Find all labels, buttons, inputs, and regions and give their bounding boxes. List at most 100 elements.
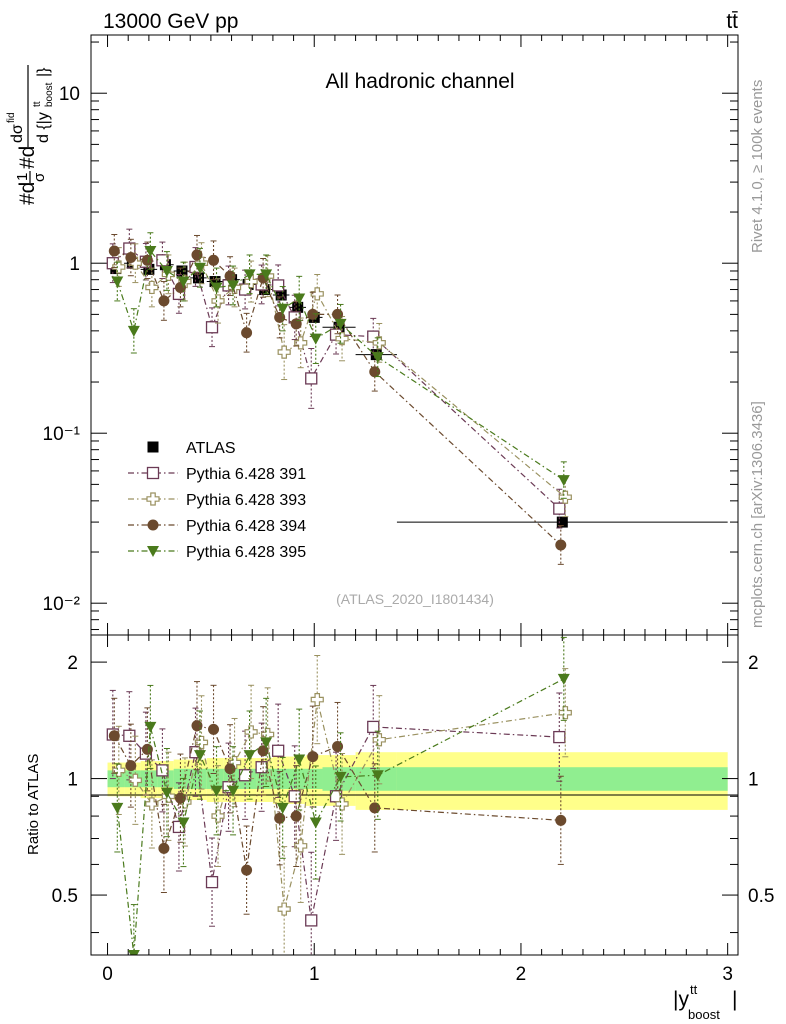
svg-text:|: |: [732, 988, 737, 1011]
series-point: [294, 336, 308, 350]
ratio-series-point: [332, 741, 344, 753]
ratio-series-point: [371, 770, 384, 782]
ratio-series-point: [156, 764, 169, 777]
ratio-y-tick-label-right: 1: [748, 770, 759, 791]
legend-label: Pythia 6.428 391: [186, 466, 306, 483]
series-point: [557, 475, 570, 487]
svg-text:|}: |}: [35, 67, 52, 77]
series-point: [161, 267, 176, 281]
legend-entry-0: ATLAS: [147, 440, 236, 457]
legend-entry-1: Pythia 6.428 391: [128, 466, 306, 483]
ratio-y-axis-label: Ratio to ATLAS: [25, 754, 42, 855]
ratio-series-point: [294, 839, 308, 853]
series-point: [210, 282, 223, 294]
svg-text:d {|y: d {|y: [35, 112, 52, 143]
ratio-series-point: [553, 730, 566, 744]
ratio-series-line: [116, 678, 565, 955]
atlas-point: [556, 516, 568, 528]
series-point: [193, 262, 206, 274]
band-inner: [289, 768, 306, 789]
ratio-series-point: [160, 787, 173, 799]
legend-entry-4: Pythia 6.428 395: [128, 544, 306, 561]
legend-entry-3: Pythia 6.428 394: [128, 518, 306, 535]
ratio-series-point: [274, 812, 286, 824]
main-y-axis-label: #d 1 σ #d dσ fid d {|y tt boost |}: [6, 65, 55, 205]
svg-text:|y: |y: [673, 988, 689, 1011]
ratio-series-point: [244, 725, 258, 739]
ratio-series-point: [145, 797, 159, 811]
atlas-point: [333, 321, 345, 333]
svg-text:boost: boost: [688, 1007, 720, 1022]
series-point: [307, 308, 319, 320]
legend-label: Pythia 6.428 394: [186, 518, 306, 535]
ratio-series-point: [305, 914, 318, 927]
series-3: [111, 232, 570, 499]
series-line: [114, 250, 562, 546]
ratio-series-point: [193, 750, 206, 762]
legend-marker: [146, 466, 160, 480]
series-point: [290, 318, 302, 330]
ratio-series-point: [125, 760, 137, 772]
series-point: [127, 325, 140, 337]
svg-text:dσ: dσ: [9, 124, 26, 143]
svg-text:tt: tt: [690, 982, 698, 997]
atlas-point: [275, 289, 287, 301]
series-point: [371, 352, 384, 364]
series-point: [205, 321, 219, 334]
ratio-series-point: [227, 755, 242, 770]
svg-text:fid: fid: [6, 112, 17, 123]
series-point: [111, 276, 124, 288]
ratio-series-point: [194, 735, 209, 750]
analysis-tag: (ATLAS_2020_I1801434): [336, 591, 494, 607]
series-point: [158, 295, 170, 307]
band-inner: [190, 768, 207, 789]
legend-entry-2: Pythia 6.428 393: [128, 492, 306, 509]
header-right-title: tt̄: [726, 10, 738, 33]
band-inner: [140, 770, 158, 788]
ratio-series-group: [106, 636, 572, 955]
series-2: [108, 234, 567, 565]
main-panel: All hadronic channel (ATLAS_2020_I180143…: [6, 34, 739, 636]
ratio-series-point: [210, 785, 223, 797]
series-point: [224, 270, 236, 282]
ratio-frame: [90, 634, 739, 956]
ratio-series-point: [335, 797, 349, 811]
series-point: [277, 345, 291, 359]
series-point: [108, 245, 120, 257]
main-axis-ticks: [91, 35, 738, 635]
ratio-y-tick-label: 1: [67, 770, 78, 791]
series-point: [272, 279, 285, 292]
series-point: [243, 269, 256, 281]
svg-text:boost: boost: [44, 82, 55, 107]
ratio-series-point: [177, 817, 190, 829]
ratio-series-point: [276, 802, 289, 814]
series-line: [116, 249, 565, 481]
ratio-series-point: [144, 721, 157, 733]
ratio-series-point: [372, 733, 386, 747]
ratio-y-tick-label: 0.5: [52, 886, 78, 907]
series-1: [112, 242, 572, 518]
legend-marker: [146, 492, 160, 506]
series-point: [369, 366, 381, 378]
ratio-axis-ticks: [91, 635, 738, 955]
svg-text:#d: #d: [16, 182, 39, 205]
atlas-point: [292, 301, 304, 313]
atlas-point: [209, 276, 221, 288]
ratio-series-point: [367, 720, 380, 734]
ratio-series-point: [128, 773, 142, 787]
series-point: [112, 260, 126, 274]
ratio-series-point: [260, 737, 273, 749]
series-point: [177, 276, 190, 288]
series-point: [274, 311, 286, 323]
svg-text:#d: #d: [16, 146, 39, 169]
x-tick-label: 2: [516, 964, 527, 985]
ratio-panel: 0.5 0.5 1 1 2 2 Ratio to ATLAS 0 1 2 3 |y tt boo…: [25, 634, 774, 1022]
ratio-series-point: [127, 950, 140, 955]
ratio-series-line: [113, 724, 561, 871]
ratio-uncertainty-bands: [107, 752, 728, 810]
legend: ATLAS Pythia 6.428 391 Pythia 6.428 393 Pyt…: [128, 440, 306, 561]
series-point: [241, 327, 253, 339]
ratio-y-tick-label: 2: [67, 653, 78, 674]
series-point: [227, 280, 240, 292]
side-rivet-label: Rivet 4.1.0, ≥ 100k events: [749, 80, 766, 253]
